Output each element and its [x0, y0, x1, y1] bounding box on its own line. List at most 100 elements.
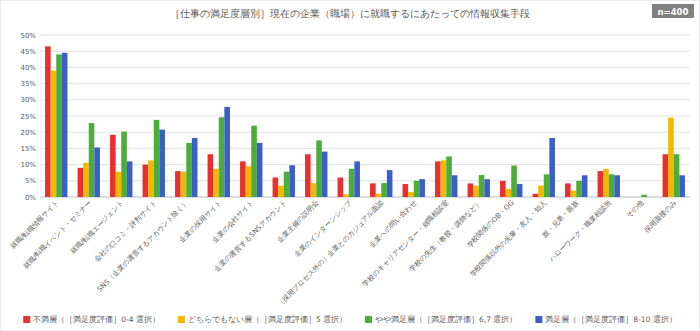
bar — [94, 147, 100, 197]
bars — [45, 46, 685, 197]
bar — [571, 191, 577, 197]
bar — [603, 169, 609, 197]
bar — [159, 130, 165, 197]
x-tick-label: 学校関係以外の先輩・友人・知人 — [468, 199, 548, 279]
bar — [51, 71, 57, 197]
bar — [376, 194, 382, 197]
bar — [181, 172, 187, 197]
bar — [251, 126, 257, 197]
bar — [83, 163, 89, 197]
bar — [668, 118, 674, 197]
x-tick-label: SNS（企業の運営するアカウント除く） — [96, 199, 191, 294]
grid-line — [40, 51, 690, 52]
bar — [311, 183, 317, 197]
bar — [78, 168, 84, 197]
x-tick-label: 採用面接のみ — [643, 199, 678, 234]
bar — [284, 172, 290, 197]
title: ［仕事の満足度層別］現在の企業（職場）に就職するにあたっての情報収集手段 — [170, 8, 530, 19]
bar — [565, 183, 571, 197]
y-tick-label: 45% — [20, 48, 36, 56]
bar — [213, 169, 219, 197]
bar — [647, 197, 653, 198]
bar — [143, 165, 149, 197]
legend-label: 満足層（［満足度評価］8-10 選択） — [545, 315, 676, 324]
bar — [679, 175, 685, 197]
bar — [278, 186, 284, 197]
y-tick-label: 50% — [20, 32, 36, 40]
bar — [468, 183, 474, 197]
bar — [408, 192, 414, 197]
legend-label: やや満足層（［満足度評価］6,7 選択） — [375, 315, 517, 324]
legend-swatch — [535, 316, 542, 323]
bar — [549, 138, 555, 197]
chart: ［仕事の満足度層別］現在の企業（職場）に就職するにあたっての情報収集手段 n=40… — [0, 0, 700, 331]
grid-line — [40, 197, 690, 198]
bar — [544, 174, 550, 197]
grid-line — [40, 99, 690, 100]
bar — [349, 169, 355, 197]
bar — [56, 54, 62, 197]
bar — [387, 170, 393, 197]
y-tick-label: 35% — [20, 80, 36, 88]
bar — [511, 166, 517, 197]
bar — [110, 135, 116, 197]
bar — [186, 143, 192, 197]
bar — [484, 179, 490, 197]
x-tick-label: ハローワーク・職業相談所 — [547, 199, 613, 265]
x-tick-label: 会社の口コミ・評判サイト — [93, 199, 158, 264]
bar — [414, 181, 420, 197]
bar — [219, 117, 225, 197]
bar — [305, 154, 311, 197]
bar — [419, 179, 425, 197]
bar — [246, 166, 252, 197]
bar — [609, 174, 615, 197]
bar — [338, 178, 344, 197]
bar — [479, 175, 485, 197]
x-axis — [40, 197, 690, 198]
bar — [636, 197, 642, 198]
bar — [403, 184, 409, 197]
grid-line — [40, 180, 690, 181]
bar — [582, 175, 588, 197]
bar — [452, 175, 458, 197]
grid-line — [40, 83, 690, 84]
legend: 不満層（［満足度評価］0-4 選択）どちらでもない層（［満足度評価］5 選択）や… — [23, 315, 677, 324]
bar — [257, 143, 263, 197]
bar — [154, 120, 160, 197]
bar — [630, 197, 636, 198]
grid-line — [40, 132, 690, 133]
legend-swatch — [365, 316, 372, 323]
background — [0, 0, 700, 331]
y-tick-label: 10% — [20, 161, 36, 169]
bar — [192, 138, 198, 197]
grid-line — [40, 116, 690, 117]
subtitle: n=400 — [658, 7, 689, 17]
bar — [175, 171, 181, 197]
bar — [45, 46, 51, 197]
y-tick-label: 15% — [20, 145, 36, 153]
bar — [538, 186, 544, 197]
x-tick-label: 企業のインターンシップ — [293, 198, 354, 259]
y-tick-label: 20% — [20, 129, 36, 137]
bar — [533, 194, 539, 197]
bar — [354, 161, 360, 197]
bar — [148, 160, 154, 197]
bar — [121, 132, 127, 197]
bar — [240, 161, 246, 197]
bar — [446, 157, 452, 198]
bar — [663, 154, 669, 197]
y-tick-label: 5% — [25, 177, 36, 185]
bar — [435, 161, 441, 197]
bar — [322, 152, 328, 197]
badge-box — [652, 4, 694, 18]
bar — [598, 171, 604, 197]
bar — [517, 184, 523, 197]
legend-label: 不満層（［満足度評価］0-4 選択） — [33, 315, 160, 324]
bar — [370, 183, 376, 197]
x-tick-label: その他 — [625, 199, 646, 220]
y-tick-label: 25% — [20, 113, 36, 121]
bar — [576, 181, 582, 197]
bar — [316, 140, 322, 197]
bar — [441, 160, 447, 197]
bar — [89, 123, 95, 197]
